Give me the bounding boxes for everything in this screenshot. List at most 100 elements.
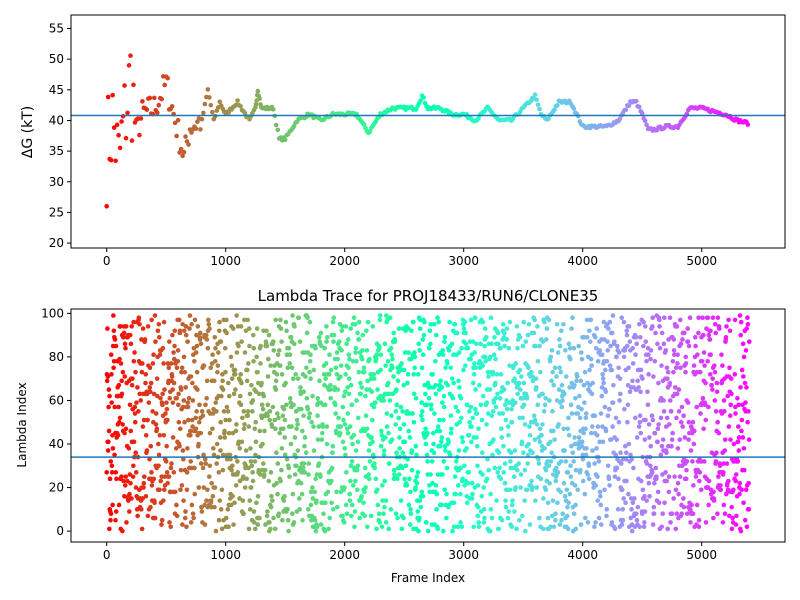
- data-point: [236, 343, 241, 349]
- data-point: [241, 511, 246, 516]
- data-point: [139, 369, 145, 375]
- data-point: [330, 450, 335, 456]
- data-point: [594, 326, 600, 331]
- data-point: [369, 389, 375, 395]
- data-point: [152, 95, 157, 101]
- data-point: [644, 461, 650, 466]
- data-point: [697, 369, 703, 375]
- data-point: [640, 487, 646, 493]
- data-point: [143, 372, 149, 377]
- data-point: [316, 424, 322, 429]
- data-point: [270, 498, 275, 503]
- data-point: [629, 528, 635, 534]
- data-point: [501, 443, 506, 449]
- data-point: [636, 104, 642, 110]
- data-point: [192, 317, 198, 323]
- data-point: [355, 487, 360, 493]
- data-point: [467, 419, 472, 425]
- data-point: [190, 380, 195, 386]
- data-point: [145, 513, 151, 519]
- data-point: [493, 380, 498, 386]
- data-point: [201, 110, 206, 116]
- data-point: [391, 467, 397, 473]
- data-point: [223, 369, 228, 375]
- data-point: [141, 485, 146, 490]
- data-point: [488, 315, 494, 321]
- data-point: [329, 478, 334, 484]
- data-point: [616, 476, 621, 482]
- data-point: [569, 326, 574, 331]
- data-point: [341, 393, 347, 399]
- data-point: [579, 356, 585, 362]
- data-point: [481, 507, 487, 512]
- data-point: [653, 465, 659, 471]
- data-point: [195, 324, 201, 329]
- data-point: [571, 345, 577, 351]
- data-point: [665, 369, 671, 375]
- data-point: [623, 107, 629, 113]
- data-point: [706, 404, 711, 410]
- data-point: [565, 470, 571, 475]
- data-point: [177, 443, 182, 449]
- data-point: [275, 411, 280, 416]
- data-point: [181, 498, 186, 503]
- data-point: [246, 526, 252, 532]
- data-point: [703, 520, 709, 525]
- data-point: [233, 387, 238, 392]
- data-point: [405, 456, 411, 462]
- data-point: [400, 409, 405, 414]
- x-tick-label: 1000: [210, 548, 241, 562]
- data-point: [646, 422, 652, 427]
- data-point: [129, 496, 134, 501]
- data-point: [139, 526, 145, 532]
- data-point: [561, 321, 566, 327]
- data-point: [414, 452, 419, 458]
- data-point: [696, 524, 702, 530]
- data-point: [264, 328, 269, 334]
- y-tick-label: 80: [49, 350, 64, 364]
- data-point: [274, 450, 279, 456]
- data-point: [296, 315, 302, 321]
- data-point: [521, 450, 526, 456]
- data-point: [170, 400, 176, 405]
- data-point: [352, 509, 358, 514]
- y-tick-label: 40: [49, 437, 64, 451]
- data-point: [250, 409, 255, 414]
- data-point: [311, 367, 317, 373]
- data-point: [379, 432, 385, 438]
- y-tick-label: 30: [49, 175, 64, 189]
- data-point: [243, 328, 249, 334]
- data-point: [128, 428, 134, 434]
- data-point: [160, 345, 166, 351]
- data-point: [626, 365, 631, 371]
- data-point: [242, 422, 247, 427]
- data-point: [268, 504, 274, 510]
- data-point: [281, 498, 287, 503]
- data-point: [227, 452, 233, 458]
- data-point: [161, 498, 166, 503]
- data-point: [512, 509, 517, 514]
- data-point: [221, 452, 226, 458]
- data-point: [732, 404, 738, 410]
- data-point: [710, 387, 715, 392]
- data-point: [421, 95, 426, 100]
- data-point: [720, 363, 725, 368]
- data-point: [228, 456, 233, 462]
- data-point: [231, 522, 236, 527]
- data-point: [269, 424, 275, 429]
- data-point: [157, 352, 163, 358]
- data-point: [593, 520, 598, 525]
- data-point: [346, 376, 352, 381]
- data-point: [703, 417, 709, 423]
- data-point: [260, 441, 265, 447]
- data-point: [579, 406, 584, 412]
- data-point: [387, 398, 393, 403]
- data-point: [575, 411, 581, 416]
- data-point: [526, 441, 531, 447]
- data-point: [337, 430, 343, 436]
- data-point: [350, 358, 356, 364]
- data-point: [686, 343, 692, 349]
- data-point: [712, 321, 718, 327]
